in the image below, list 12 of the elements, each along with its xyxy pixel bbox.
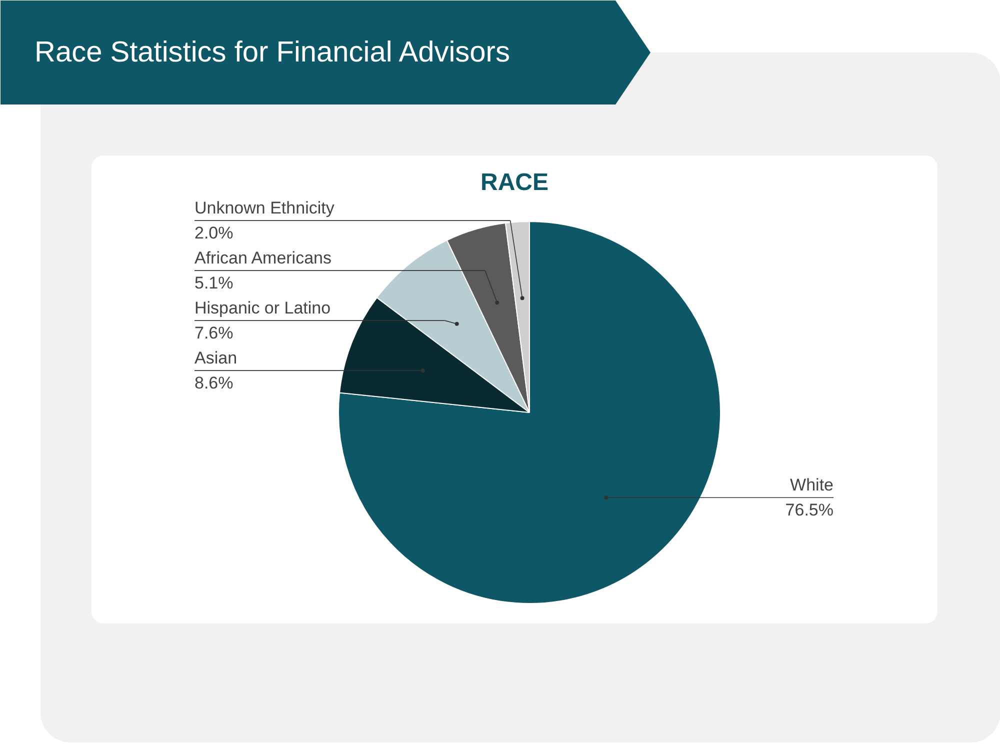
slice-label: White [790, 476, 834, 495]
data-label: 5.1% [194, 274, 234, 293]
data-label: 7.6% [194, 324, 234, 343]
data-label: 76.5% [785, 500, 834, 520]
slice-label: Hispanic or Latino [194, 298, 331, 318]
chart-title: Race Statistics for Financial Advisors [34, 36, 510, 68]
data-label: 2.0% [194, 224, 234, 243]
data-label: 8.6% [194, 374, 234, 393]
chart-subtitle: RACE [480, 169, 549, 196]
slice-label: Asian [194, 348, 238, 368]
slice-label: African Americans [194, 248, 332, 268]
slice-label: Unknown Ethnicity [194, 198, 335, 218]
